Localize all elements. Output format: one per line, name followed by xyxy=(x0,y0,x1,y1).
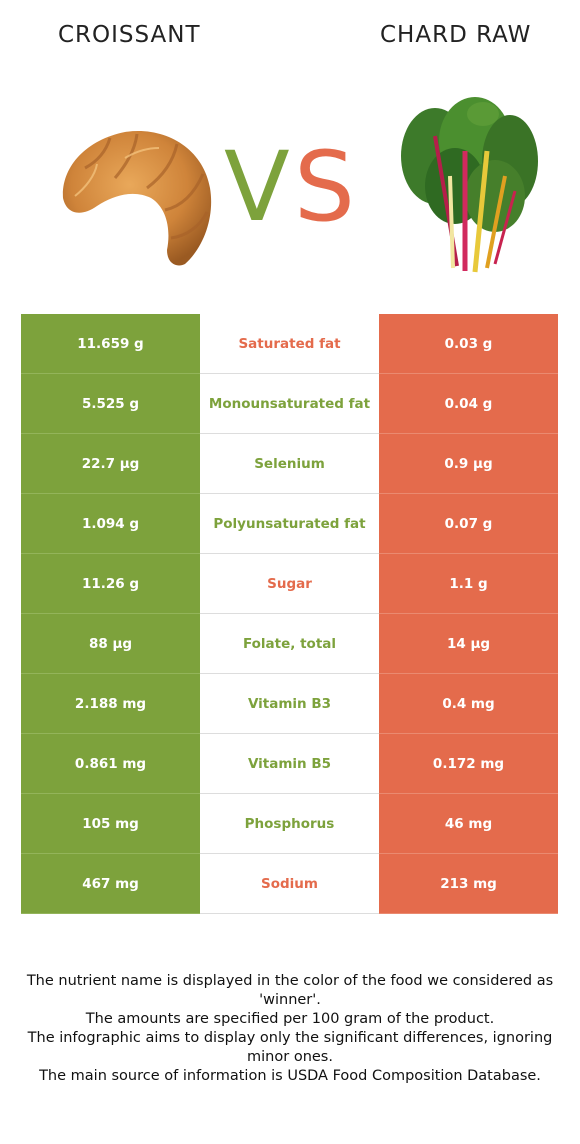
left-food-title: CROISSANT xyxy=(58,22,201,48)
footer-line: The main source of information is USDA F… xyxy=(39,1068,541,1084)
nutrient-name: Selenium xyxy=(200,434,379,493)
left-value: 5.525 g xyxy=(21,374,200,434)
nutrient-name: Polyunsaturated fat xyxy=(200,494,379,553)
vs-label: V S xyxy=(224,132,352,232)
vs-v-letter: V xyxy=(224,132,290,232)
vs-s-letter: S xyxy=(294,132,352,232)
left-value: 22.7 µg xyxy=(21,434,200,494)
nutrient-name: Sugar xyxy=(200,554,379,613)
right-value: 46 mg xyxy=(379,794,558,854)
nutrient-name: Vitamin B3 xyxy=(200,674,379,733)
right-food-title: CHARD RAW xyxy=(380,22,532,48)
footer-line: The amounts are specified per 100 gram o… xyxy=(85,1011,495,1027)
right-value: 1.1 g xyxy=(379,554,558,614)
nutrient-name: Sodium xyxy=(200,854,379,913)
nutrient-name: Saturated fat xyxy=(200,314,379,373)
nutrient-name: Vitamin B5 xyxy=(200,734,379,793)
right-value: 14 µg xyxy=(379,614,558,674)
right-value: 213 mg xyxy=(379,854,558,914)
right-value: 0.03 g xyxy=(379,314,558,374)
right-value: 0.4 mg xyxy=(379,674,558,734)
footer-line: The nutrient name is displayed in the co… xyxy=(26,973,554,1008)
left-value: 88 µg xyxy=(21,614,200,674)
nutrient-name: Phosphorus xyxy=(200,794,379,853)
left-value: 105 mg xyxy=(21,794,200,854)
table-row: 11.26 g Sugar 1.1 g xyxy=(21,554,558,614)
table-row: 0.861 mg Vitamin B5 0.172 mg xyxy=(21,734,558,794)
table-row: 5.525 g Monounsaturated fat 0.04 g xyxy=(21,374,558,434)
left-value: 11.26 g xyxy=(21,554,200,614)
table-row: 22.7 µg Selenium 0.9 µg xyxy=(21,434,558,494)
footer-line: The infographic aims to display only the… xyxy=(27,1030,553,1065)
nutrient-name: Folate, total xyxy=(200,614,379,673)
right-value: 0.04 g xyxy=(379,374,558,434)
left-value: 467 mg xyxy=(21,854,200,914)
chard-image xyxy=(401,97,538,273)
table-row: 2.188 mg Vitamin B3 0.4 mg xyxy=(21,674,558,734)
header: CROISSANT CHARD RAW V S xyxy=(0,0,580,300)
footer-notes: The nutrient name is displayed in the co… xyxy=(14,972,566,1086)
nutrient-name: Monounsaturated fat xyxy=(200,374,379,433)
croissant-image xyxy=(62,131,212,266)
right-value: 0.9 µg xyxy=(379,434,558,494)
left-value: 11.659 g xyxy=(21,314,200,374)
table-row: 11.659 g Saturated fat 0.03 g xyxy=(21,314,558,374)
table-row: 88 µg Folate, total 14 µg xyxy=(21,614,558,674)
table-row: 467 mg Sodium 213 mg xyxy=(21,854,558,914)
right-value: 0.07 g xyxy=(379,494,558,554)
left-value: 0.861 mg xyxy=(21,734,200,794)
table-row: 105 mg Phosphorus 46 mg xyxy=(21,794,558,854)
left-value: 2.188 mg xyxy=(21,674,200,734)
table-row: 1.094 g Polyunsaturated fat 0.07 g xyxy=(21,494,558,554)
left-value: 1.094 g xyxy=(21,494,200,554)
right-value: 0.172 mg xyxy=(379,734,558,794)
comparison-table: 11.659 g Saturated fat 0.03 g 5.525 g Monoun… xyxy=(21,314,558,914)
